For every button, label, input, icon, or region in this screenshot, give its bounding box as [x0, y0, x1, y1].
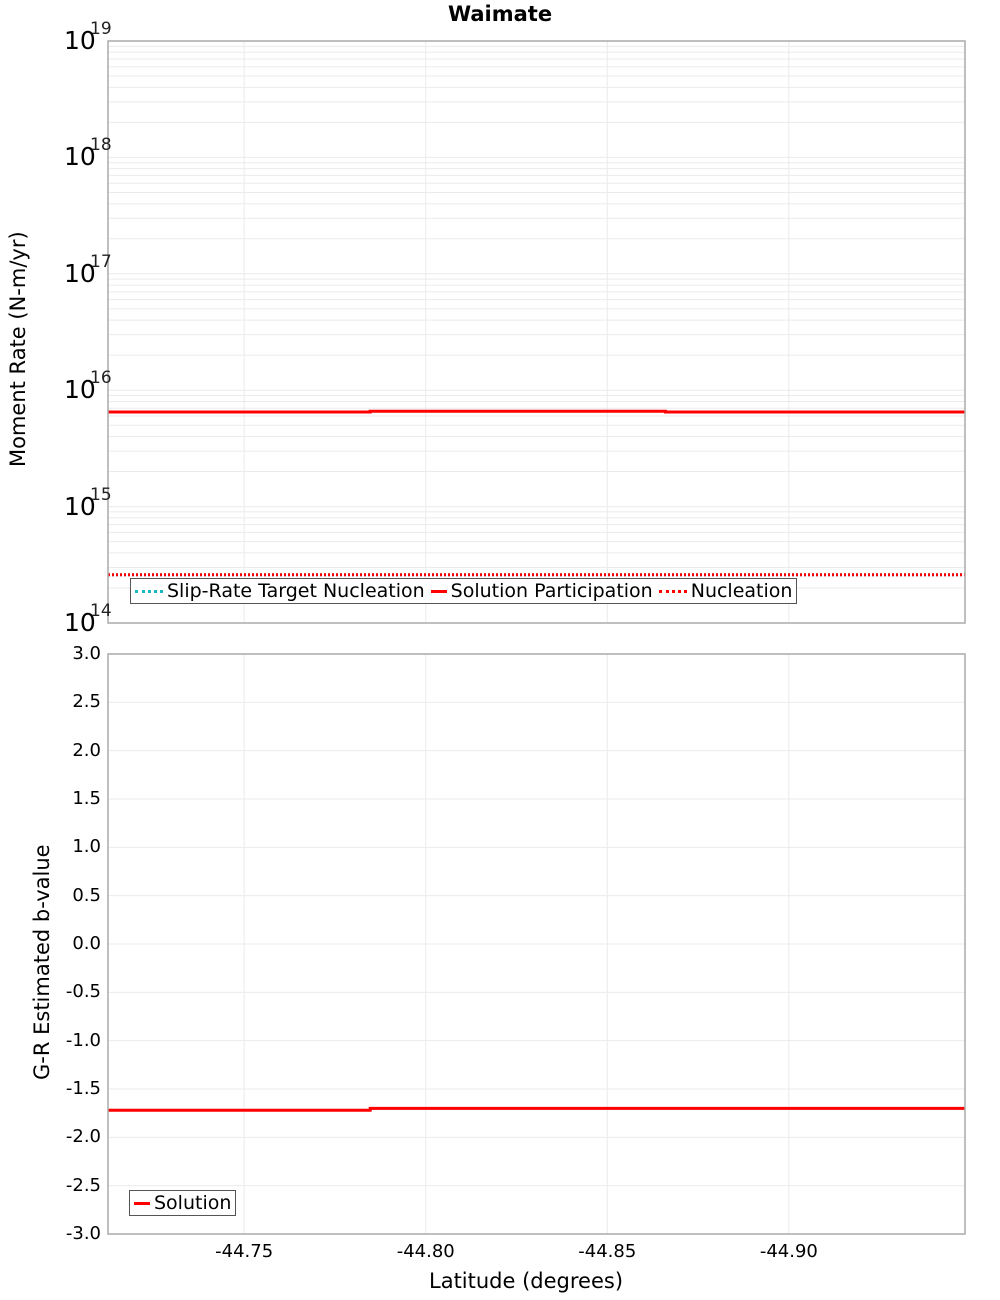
solid-red-line-icon — [134, 1201, 150, 1205]
top-y-axis-label: Moment Rate (N-m/yr) — [6, 231, 30, 467]
y-tick-label: 2.0 — [72, 739, 101, 761]
y-tick-label: 0.5 — [72, 884, 101, 906]
y-tick-label: 0.0 — [72, 933, 101, 954]
y-tick-label: 2.5 — [72, 691, 101, 713]
y-tick-label: -2.0 — [65, 1126, 101, 1148]
y-tick-label: 10 15 — [64, 484, 112, 521]
x-tick-label: -44.75 — [215, 1241, 274, 1262]
legend-item-solution-participation: Solution Participation — [430, 580, 653, 602]
y-tick-label: 1.5 — [72, 788, 101, 809]
legend-item-slip-rate-target: Slip-Rate Target Nucleation — [135, 580, 425, 602]
legend-label: Nucleation — [690, 580, 793, 602]
chart-title: Waimate — [447, 2, 553, 26]
y-tick-label: -2.5 — [65, 1174, 101, 1196]
x-tick-label: -44.90 — [759, 1241, 818, 1262]
bottom-y-axis-label: G-R Estimated b-value — [30, 844, 54, 1080]
x-tick-label: -44.80 — [396, 1241, 455, 1262]
legend-label: Slip-Rate Target Nucleation — [167, 580, 425, 602]
legend-label: Solution Participation — [450, 580, 653, 602]
y-tick-label: -1.0 — [65, 1029, 101, 1051]
y-tick-label: 10 18 — [64, 135, 112, 172]
x-tick-label: -44.85 — [578, 1241, 637, 1262]
y-tick-label: 10 16 — [64, 368, 112, 405]
x-axis-label: Latitude (degrees) — [429, 1269, 624, 1293]
y-tick-label: 3.0 — [72, 643, 101, 664]
legend-label: Solution — [154, 1192, 232, 1214]
dotted-red-line-icon — [658, 589, 687, 593]
top-legend: Slip-Rate Target Nucleation Solution Par… — [130, 578, 798, 604]
y-tick-label: -3.0 — [65, 1223, 101, 1244]
y-tick-label: 1.0 — [72, 836, 101, 858]
y-tick-label: -1.5 — [65, 1078, 101, 1099]
y-tick-label: -0.5 — [65, 981, 101, 1003]
legend-item-nucleation: Nucleation — [658, 580, 793, 602]
solid-red-line-icon — [430, 589, 447, 593]
y-tick-label: 10 19 — [64, 19, 112, 55]
bottom-legend: Solution — [129, 1190, 237, 1216]
y-tick-label: 10 14 — [64, 601, 112, 637]
legend-item-solution: Solution — [134, 1192, 231, 1214]
dotted-cyan-line-icon — [135, 589, 163, 593]
y-tick-label: 10 17 — [64, 251, 112, 288]
